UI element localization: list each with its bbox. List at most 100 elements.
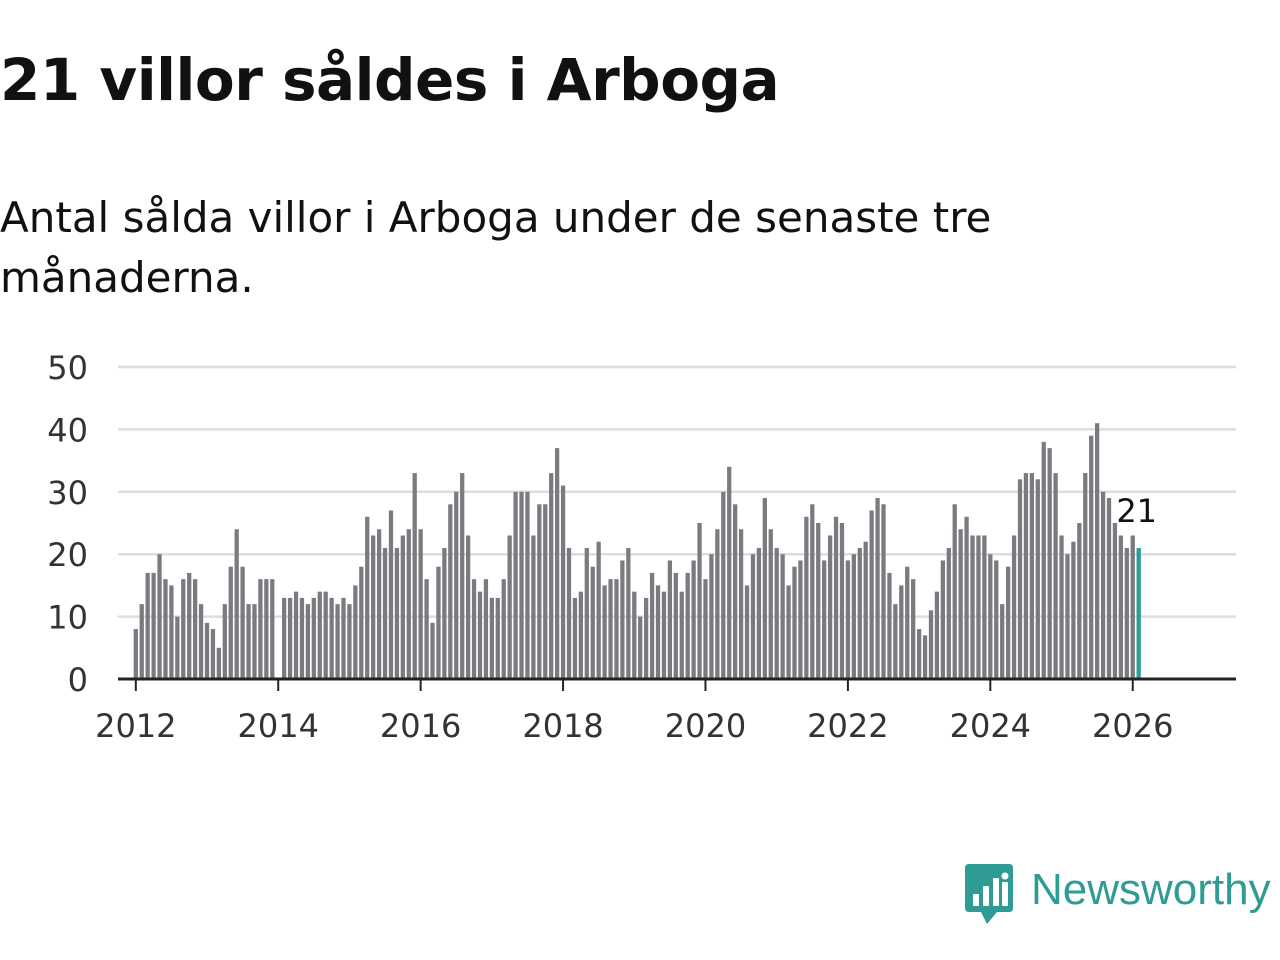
bar xyxy=(240,566,245,679)
bar xyxy=(1000,604,1005,679)
bar xyxy=(299,597,305,679)
data-label-latest: 21 xyxy=(1116,492,1157,530)
bar xyxy=(341,597,346,679)
bar xyxy=(756,547,762,679)
bar xyxy=(169,585,174,679)
bar xyxy=(976,535,981,679)
bar xyxy=(1011,535,1017,679)
y-tick-label: 30 xyxy=(47,474,88,512)
bar xyxy=(721,491,726,679)
bar xyxy=(845,560,851,679)
bar xyxy=(537,504,542,679)
bar xyxy=(175,616,180,679)
brand-name: Newsworthy xyxy=(1031,865,1271,914)
bar xyxy=(513,491,518,679)
bar xyxy=(1077,523,1082,679)
bar xyxy=(703,579,708,679)
bar xyxy=(157,554,162,679)
bar xyxy=(204,622,210,679)
bar xyxy=(1118,535,1124,679)
bar xyxy=(554,448,560,679)
bar xyxy=(1071,541,1076,679)
bar xyxy=(1047,448,1052,679)
bar xyxy=(163,579,168,679)
bar xyxy=(667,560,673,679)
bar xyxy=(964,516,969,679)
bar xyxy=(264,579,269,679)
x-tick-label: 2018 xyxy=(522,707,603,745)
bar xyxy=(1041,441,1046,679)
bar xyxy=(1124,547,1129,679)
bar xyxy=(566,547,572,679)
bar xyxy=(489,597,494,679)
bar xyxy=(133,629,138,679)
bar xyxy=(1112,523,1118,679)
bar xyxy=(958,529,963,679)
bar xyxy=(430,622,435,679)
bar xyxy=(632,591,637,679)
bar xyxy=(483,579,489,679)
bar xyxy=(139,604,144,679)
bar xyxy=(869,510,874,679)
y-tick-label: 50 xyxy=(47,349,88,387)
x-tick-label: 2012 xyxy=(95,707,176,745)
bar xyxy=(620,560,625,679)
bar xyxy=(329,597,334,679)
bar xyxy=(952,504,957,679)
bar xyxy=(258,579,263,679)
bar xyxy=(644,597,649,679)
bar xyxy=(388,510,394,679)
bar xyxy=(477,591,483,679)
bar xyxy=(1130,535,1135,679)
x-tick-label: 2014 xyxy=(238,707,319,745)
bar xyxy=(733,504,738,679)
bar xyxy=(738,529,744,679)
bar xyxy=(460,473,465,679)
x-axis-ticks: 2012 2014 2016 2018 2020 2022 2024 2026 xyxy=(95,679,1173,745)
bar xyxy=(1035,479,1040,679)
bar xyxy=(590,566,595,679)
bar xyxy=(323,591,328,679)
bar xyxy=(519,491,524,679)
bar xyxy=(934,591,940,679)
bar xyxy=(311,597,316,679)
bar xyxy=(347,604,352,679)
bar xyxy=(691,560,696,679)
bar xyxy=(881,504,886,679)
bar xyxy=(317,591,322,679)
bar xyxy=(406,529,411,679)
bar xyxy=(501,579,506,679)
bar xyxy=(252,604,257,679)
bar xyxy=(596,541,601,679)
bar xyxy=(994,560,999,679)
bar xyxy=(744,585,750,679)
bar xyxy=(198,604,204,679)
bar xyxy=(911,579,916,679)
bar xyxy=(365,516,370,679)
bar xyxy=(187,572,192,679)
bar xyxy=(786,585,791,679)
bar xyxy=(1005,566,1011,679)
bar xyxy=(839,523,845,679)
newsworthy-logo-icon xyxy=(965,864,1013,924)
bar xyxy=(228,566,233,679)
bar xyxy=(353,585,358,679)
bar xyxy=(471,579,477,679)
bar xyxy=(371,535,376,679)
bar xyxy=(893,604,898,679)
bar xyxy=(543,504,548,679)
bar xyxy=(412,473,417,679)
bar xyxy=(970,535,975,679)
bar xyxy=(454,491,459,679)
y-tick-label: 10 xyxy=(47,599,88,637)
newsworthy-brand: Newsworthy xyxy=(963,864,1271,928)
bar xyxy=(804,516,809,679)
bar xyxy=(922,635,928,679)
bars xyxy=(133,423,1141,679)
bar xyxy=(827,535,833,679)
bar xyxy=(608,579,613,679)
bar-latest xyxy=(1136,547,1141,679)
bar xyxy=(394,547,400,679)
bar xyxy=(1065,554,1070,679)
bar xyxy=(857,547,862,679)
